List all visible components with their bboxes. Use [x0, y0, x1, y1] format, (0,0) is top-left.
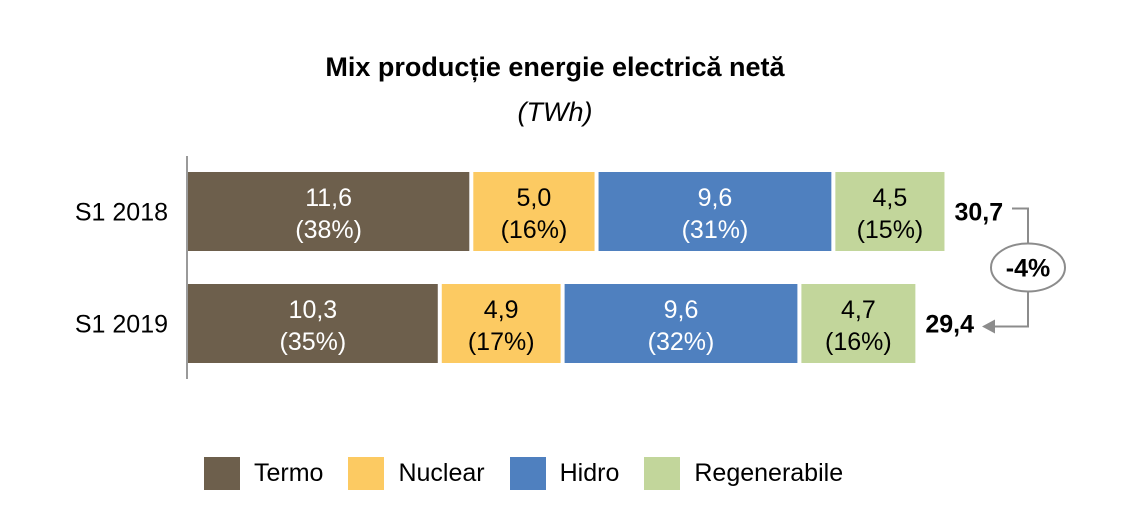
change-label: -4% — [1006, 255, 1050, 283]
legend-label: Hidro — [559, 458, 620, 487]
category-label: S1 2019 — [75, 311, 168, 339]
share-label: (16%) — [825, 328, 892, 356]
legend-item-hidro: Hidro — [509, 456, 620, 490]
bar-nuclear-2 — [441, 284, 561, 363]
legend-item-nuclear: Nuclear — [348, 456, 485, 490]
share-label: (31%) — [682, 216, 749, 244]
share-label: (35%) — [280, 328, 347, 356]
data-label: 9,6 — [698, 184, 733, 212]
share-label: (38%) — [295, 216, 362, 244]
arrow-head-icon — [982, 319, 995, 334]
share-label: (17%) — [468, 328, 535, 356]
total-label: 29,4 — [925, 311, 974, 339]
data-label: 11,6 — [305, 184, 352, 212]
legend-item-termo: Termo — [204, 456, 324, 490]
legend-label: Regenerabile — [694, 458, 844, 487]
legend-label: Termo — [254, 458, 324, 487]
legend-label: Nuclear — [398, 458, 485, 487]
share-label: (15%) — [857, 216, 924, 244]
chart-subtitle: (TWh) — [517, 97, 593, 127]
data-label: 4,7 — [841, 296, 876, 324]
legend-swatch — [509, 456, 546, 490]
data-label: 9,6 — [664, 296, 699, 324]
bar-regenerabile-2 — [801, 284, 916, 363]
data-label: 4,9 — [484, 296, 519, 324]
legend: Termo Nuclear Hidro Regenerabile — [204, 455, 868, 491]
share-label: (32%) — [648, 328, 715, 356]
bar-termo-2 — [188, 284, 438, 363]
bar-nuclear-1 — [473, 172, 595, 251]
share-label: (16%) — [501, 216, 568, 244]
bar-regenerabile-1 — [835, 172, 945, 251]
change-badge — [990, 242, 1066, 293]
legend-swatch — [348, 456, 385, 490]
legend-swatch — [644, 456, 681, 490]
data-label: 10,3 — [289, 296, 338, 324]
category-label: S1 2018 — [75, 199, 168, 227]
bar-hidro-2 — [564, 284, 798, 363]
bar-hidro-1 — [598, 172, 832, 251]
total-label: 30,7 — [954, 199, 1003, 227]
legend-item-regenerabile: Regenerabile — [644, 456, 844, 490]
data-label: 4,5 — [873, 184, 908, 212]
chart-title: Mix producție energie electrică netă — [325, 52, 785, 82]
bar-termo-1 — [188, 172, 470, 251]
legend-swatch — [204, 456, 240, 490]
data-label: 5,0 — [517, 184, 552, 212]
